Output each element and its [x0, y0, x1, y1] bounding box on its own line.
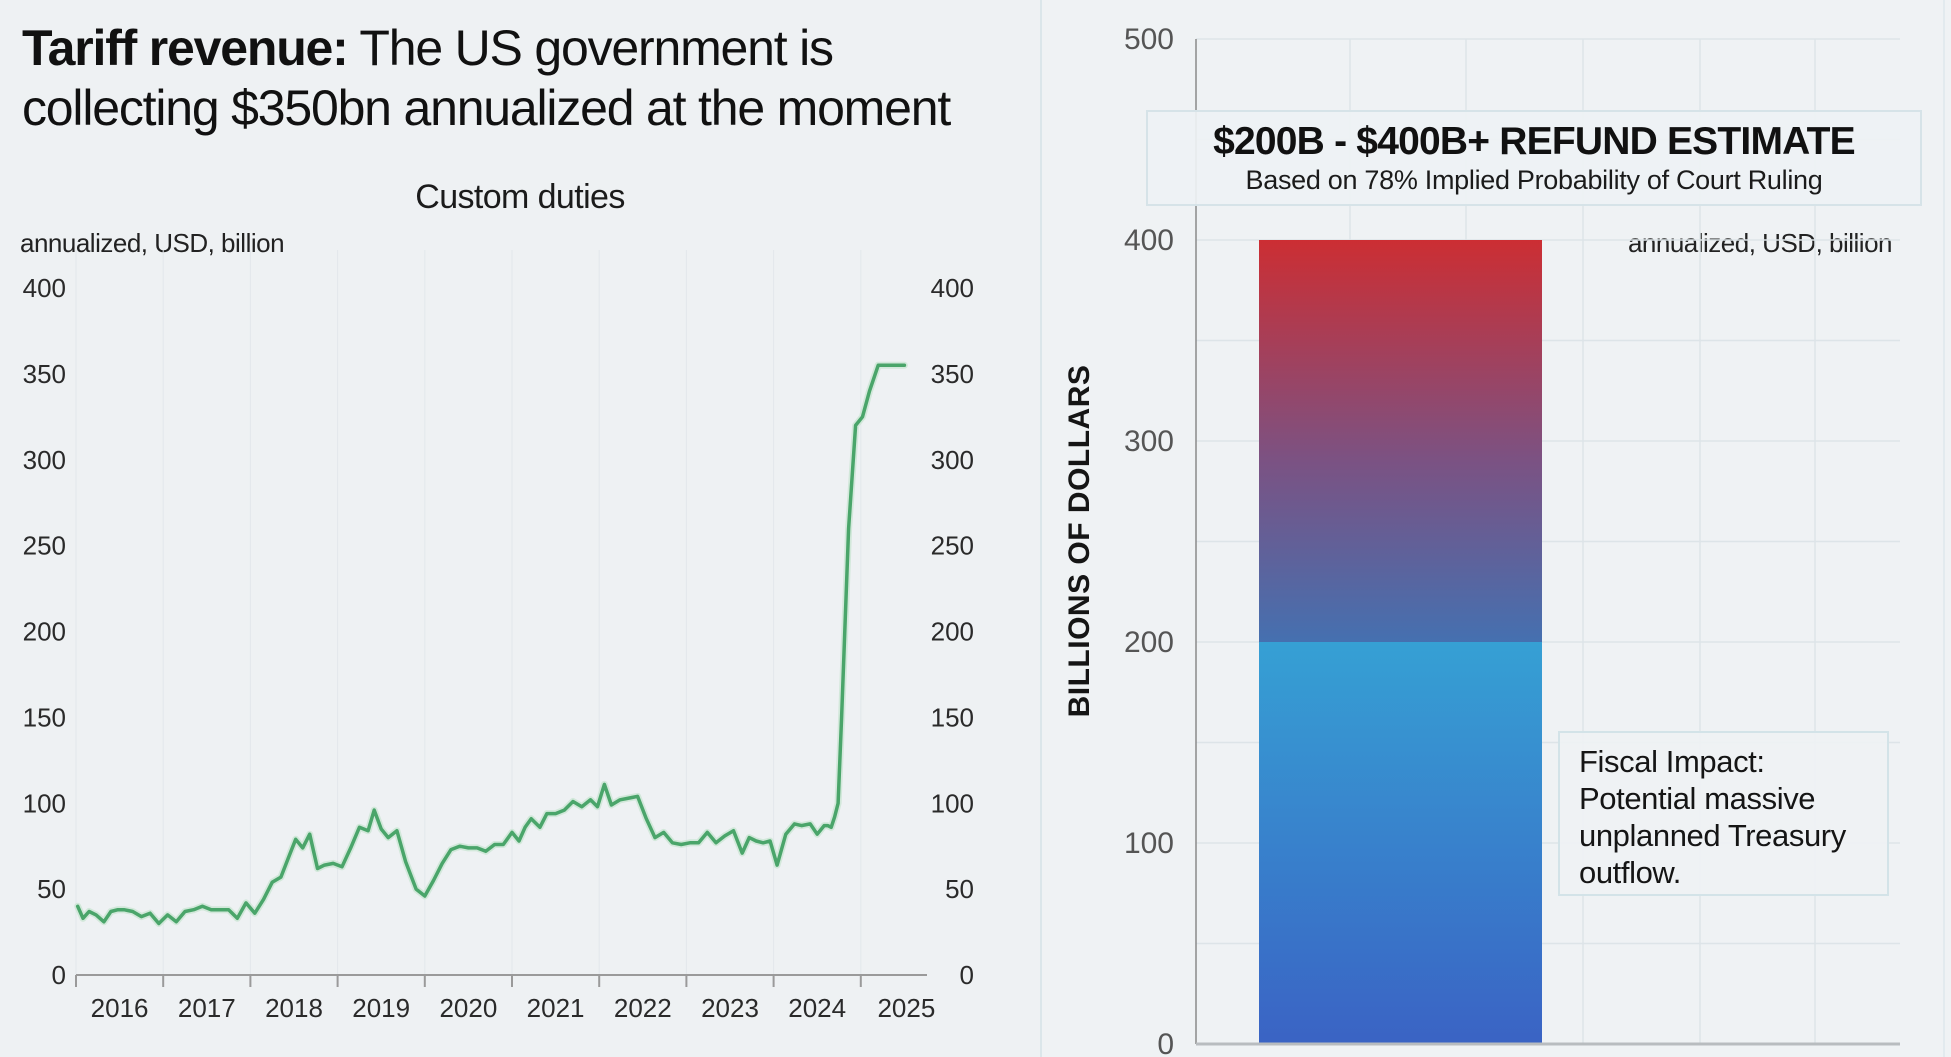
- x-tick-label: 2018: [265, 993, 323, 1023]
- line-chart-grid: [75, 250, 862, 975]
- y-tick-label-right: 50: [945, 874, 974, 904]
- annotation-line: unplanned Treasury: [1579, 818, 1846, 853]
- series-line-glow: [74, 361, 908, 927]
- fiscal-impact-annotation: Fiscal Impact: Potential massive unplann…: [1558, 731, 1889, 896]
- series-line-custom-duties: [75, 363, 907, 926]
- annotation-line: Fiscal Impact:: [1579, 744, 1765, 779]
- line-chart-y-ticks: 0 0 50 50 100 100 150 150 200 200 250 250 300 300 350 3…: [23, 273, 974, 990]
- bar-chart-y-ticks: 0 100 200 300 400 500: [1124, 23, 1174, 1057]
- y-tick-label: 300: [1124, 425, 1174, 458]
- y-tick-label: 200: [1124, 626, 1174, 659]
- x-tick-label: 2016: [91, 993, 149, 1023]
- panel-divider: [1040, 0, 1042, 1057]
- y-tick-label-left: 400: [23, 273, 66, 303]
- bar-chart-axes: [1195, 39, 1900, 1046]
- x-tick-label: 2021: [527, 993, 585, 1023]
- bar-segment-upper-range: [1259, 240, 1542, 642]
- y-tick-label-right: 250: [931, 531, 974, 561]
- y-tick-label-right: 100: [931, 788, 974, 818]
- headline-line-1: Tariff revenue: The US government is: [22, 18, 1032, 78]
- y-tick-label-left: 300: [23, 445, 66, 475]
- y-tick-label-left: 0: [52, 960, 66, 990]
- annotation-line: Potential massive: [1579, 781, 1816, 816]
- y-tick-label: 500: [1124, 23, 1174, 56]
- y-tick-label-right: 300: [931, 445, 974, 475]
- bar-segment-low-estimate: [1259, 642, 1542, 1044]
- line-chart-series: [74, 361, 908, 927]
- y-axis-unit-right: annualized, USD, billion: [1627, 228, 1893, 258]
- left-panel: [0, 0, 1040, 1057]
- y-tick-label-right: 150: [931, 702, 974, 732]
- y-tick-label: 0: [1157, 1028, 1174, 1057]
- y-tick-label-right: 350: [931, 359, 974, 389]
- y-tick-label-left: 50: [37, 874, 66, 904]
- right-edge-border: [1943, 0, 1945, 1057]
- y-tick-label-left: 350: [23, 359, 66, 389]
- refund-estimate-box: $200B - $400B+ REFUND ESTIMATE Based on …: [1146, 110, 1922, 206]
- y-tick-label-right: 400: [931, 273, 974, 303]
- y-tick-label-right: 200: [931, 617, 974, 647]
- annotation-line: outflow.: [1579, 855, 1681, 890]
- y-tick-label-left: 200: [23, 617, 66, 647]
- headline-line-2: collecting $350bn annualized at the mome…: [22, 80, 951, 136]
- headline-bold: Tariff revenue:: [22, 20, 349, 76]
- y-tick-label-left: 100: [23, 788, 66, 818]
- headline: Tariff revenue: The US government is col…: [22, 18, 1032, 138]
- x-tick-label: 2022: [614, 993, 672, 1023]
- y-axis-unit-left: annualized, USD, billion: [20, 228, 285, 258]
- x-tick-label: 2020: [439, 993, 497, 1023]
- y-tick-label: 100: [1124, 827, 1174, 860]
- headline-rest: The US government is: [347, 20, 834, 76]
- line-chart-x-ticks: 2016 2017 2018 2019 2020 2021 2022 2023 2024 2025: [75, 975, 935, 1023]
- x-tick-label: 2019: [352, 993, 410, 1023]
- x-tick-label: 2024: [788, 993, 846, 1023]
- bar-chart-y-axis-label: BILLIONS OF DOLLARS: [1063, 364, 1096, 718]
- y-tick-label: 400: [1124, 224, 1174, 257]
- x-tick-label: 2017: [178, 993, 236, 1023]
- bar-chart-bars: [1259, 240, 1542, 1044]
- y-tick-label-left: 250: [23, 531, 66, 561]
- line-chart-title: Custom duties: [415, 178, 625, 216]
- refund-estimate-subtitle: Based on 78% Implied Probability of Cour…: [1245, 165, 1823, 195]
- x-tick-label: 2025: [877, 993, 935, 1023]
- refund-estimate-title: $200B - $400B+ REFUND ESTIMATE: [1213, 120, 1856, 163]
- y-tick-label-left: 150: [23, 702, 66, 732]
- y-tick-label-right: 0: [960, 960, 974, 990]
- x-tick-label: 2023: [701, 993, 759, 1023]
